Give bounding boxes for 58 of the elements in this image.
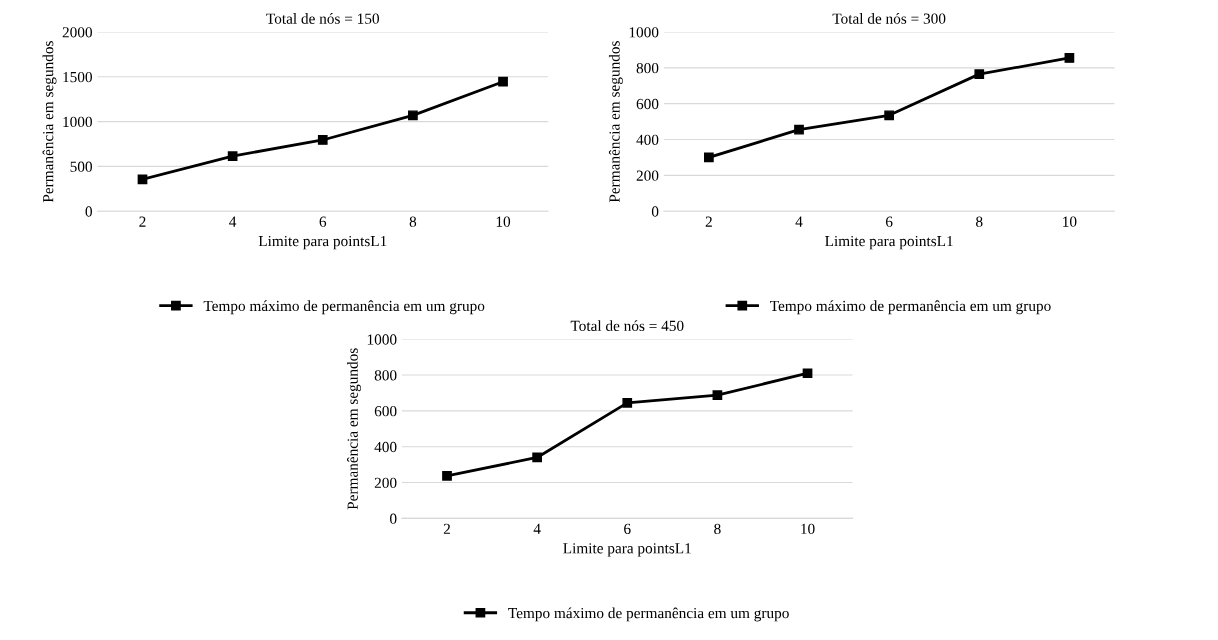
point [532, 452, 542, 463]
y-tick-label: 0 [651, 206, 659, 217]
point [622, 397, 633, 408]
x-tick-label: 4 [229, 216, 237, 227]
x-tick-label: 8 [714, 523, 721, 535]
point [498, 76, 508, 87]
y-tick-label: 0 [85, 206, 92, 217]
y-tick-label: 0 [390, 513, 397, 524]
legend-label: Tempo máximo de permanência em um grupo [203, 300, 485, 315]
point [227, 151, 238, 161]
x-tick-label: 6 [885, 216, 893, 227]
x-tick-label: 4 [533, 523, 541, 534]
y-tick-label: 200 [636, 170, 659, 181]
y-tick-label: 600 [636, 98, 659, 110]
legend-label: Tempo máximo de permanência em um grupo [508, 607, 789, 622]
point [408, 110, 418, 121]
chart-title: Total de nós = 300 [832, 13, 946, 24]
y-tick-label: 1000 [367, 334, 397, 345]
x-tick-label: 10 [1063, 216, 1077, 227]
y-tick-label: 400 [374, 441, 397, 453]
x-axis-title: Limite para pointsL1 [563, 543, 691, 557]
y-tick-label: 800 [636, 62, 659, 74]
x-axis-title: Limite para pointsL1 [258, 235, 387, 250]
legend-label: Tempo máximo de permanência em um grupo [770, 300, 1051, 315]
y-tick-label: 800 [374, 370, 397, 381]
point [712, 390, 723, 400]
point [704, 152, 714, 163]
y-tick-label: 600 [374, 406, 397, 417]
x-tick-label: 2 [139, 216, 146, 227]
y-tick-label: 500 [70, 161, 92, 172]
y-axis-title: Permanência em segundos [42, 41, 57, 203]
chart-title: Total de nós = 150 [266, 13, 379, 24]
y-axis-title: Permanência em segundos [347, 348, 361, 510]
x-tick-label: 2 [705, 216, 712, 227]
x-tick-label: 8 [409, 216, 417, 227]
point [802, 368, 813, 379]
y-tick-label: 200 [374, 477, 397, 489]
point [794, 124, 804, 135]
x-tick-label: 6 [319, 216, 327, 227]
point [442, 471, 452, 481]
point [317, 135, 328, 145]
y-axis-title: Permanência em segundos [608, 41, 623, 203]
point [1064, 53, 1075, 63]
x-tick-label: 10 [801, 523, 815, 535]
y-tick-label: 1000 [629, 27, 659, 38]
x-tick-label: 6 [624, 523, 631, 535]
y-tick-label: 2000 [62, 27, 92, 38]
point [884, 110, 895, 121]
x-tick-label: 8 [976, 216, 983, 227]
chart-title: Total de nós = 450 [570, 320, 684, 332]
y-tick-label: 1500 [63, 71, 92, 83]
y-tick-label: 400 [636, 134, 659, 145]
x-axis-title: Limite para pointsL1 [825, 235, 953, 250]
point [974, 69, 985, 79]
x-tick-label: 2 [443, 523, 450, 534]
y-tick-label: 1000 [63, 116, 92, 128]
x-tick-label: 10 [496, 216, 511, 227]
x-tick-label: 4 [795, 216, 803, 227]
